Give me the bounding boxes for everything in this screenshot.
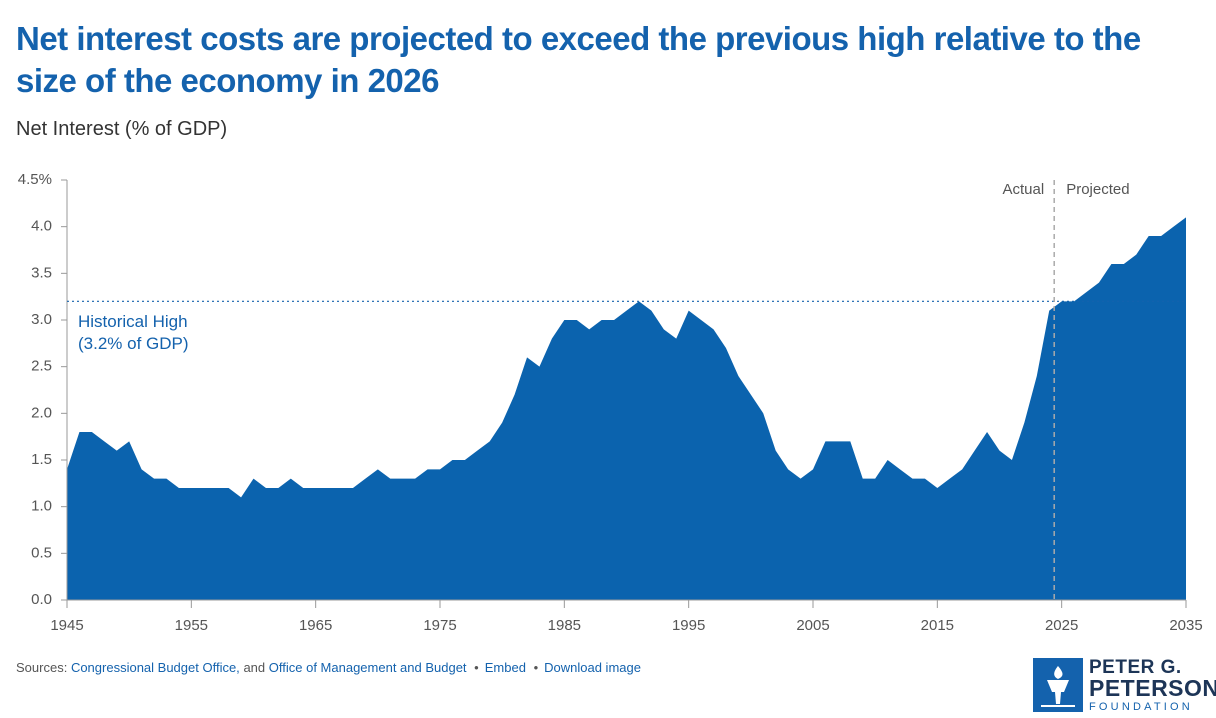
chart-title: Net interest costs are projected to exce… bbox=[16, 20, 1141, 99]
x-tick-label: 1975 bbox=[423, 617, 456, 634]
y-tick-label: 1.0 bbox=[31, 498, 52, 515]
logo-line: PETER G. bbox=[1089, 657, 1182, 678]
y-tick-label: 4.0 bbox=[31, 218, 52, 235]
y-tick-label: 3.5 bbox=[31, 264, 52, 281]
source-link[interactable]: Congressional Budget Office, bbox=[70, 660, 240, 675]
x-tick-label: 1965 bbox=[299, 617, 332, 634]
logo: PETER G. PETERSON FOUNDATION bbox=[1033, 657, 1216, 713]
y-tick-label: 0.0 bbox=[31, 591, 52, 608]
y-tick-label: 4.5% bbox=[18, 171, 52, 188]
logo-icon bbox=[1033, 658, 1083, 712]
x-tick-label: 1995 bbox=[672, 617, 705, 634]
y-tick-label: 3.0 bbox=[31, 311, 52, 328]
annotation: (3.2% of GDP) bbox=[78, 334, 189, 353]
annotation: Historical High bbox=[78, 312, 188, 331]
y-tick-label: 2.5 bbox=[31, 358, 52, 375]
download-link[interactable]: Download image bbox=[530, 660, 641, 675]
y-tick-label: 0.5 bbox=[31, 544, 52, 561]
x-tick-label: 1985 bbox=[548, 617, 581, 634]
y-tick-label: 1.5 bbox=[31, 451, 52, 468]
source-link[interactable]: Office of Management and Budget bbox=[268, 660, 467, 675]
x-tick-label: 2015 bbox=[921, 617, 954, 634]
divider-label: Actual bbox=[1003, 181, 1045, 198]
x-tick-label: 1945 bbox=[50, 617, 83, 634]
x-tick-label: 2005 bbox=[796, 617, 829, 634]
area bbox=[67, 217, 1186, 601]
chart-subtitle: Net Interest (% of GDP) bbox=[16, 118, 228, 140]
embed-link[interactable]: Embed bbox=[470, 660, 526, 675]
x-tick-label: 2035 bbox=[1169, 617, 1202, 634]
sources-label: Sources: bbox=[16, 660, 68, 675]
footer: Sources: Congressional Budget Office, an… bbox=[16, 660, 641, 675]
chart: 0.0 0.5 1.0 1.5 2.0 2.5 3.0 3.5 4.0 4.5% 1945 1955 1… bbox=[18, 171, 1203, 634]
logo-torch bbox=[1041, 666, 1075, 707]
x-tick-label: 1955 bbox=[175, 617, 208, 634]
logo-line: PETERSON bbox=[1089, 675, 1216, 701]
y-tick-label: 2.0 bbox=[31, 404, 52, 421]
divider-label: Projected bbox=[1066, 181, 1129, 198]
logo-line: FOUNDATION bbox=[1089, 701, 1193, 713]
joiner: and bbox=[243, 660, 266, 675]
x-tick-label: 2025 bbox=[1045, 617, 1078, 634]
